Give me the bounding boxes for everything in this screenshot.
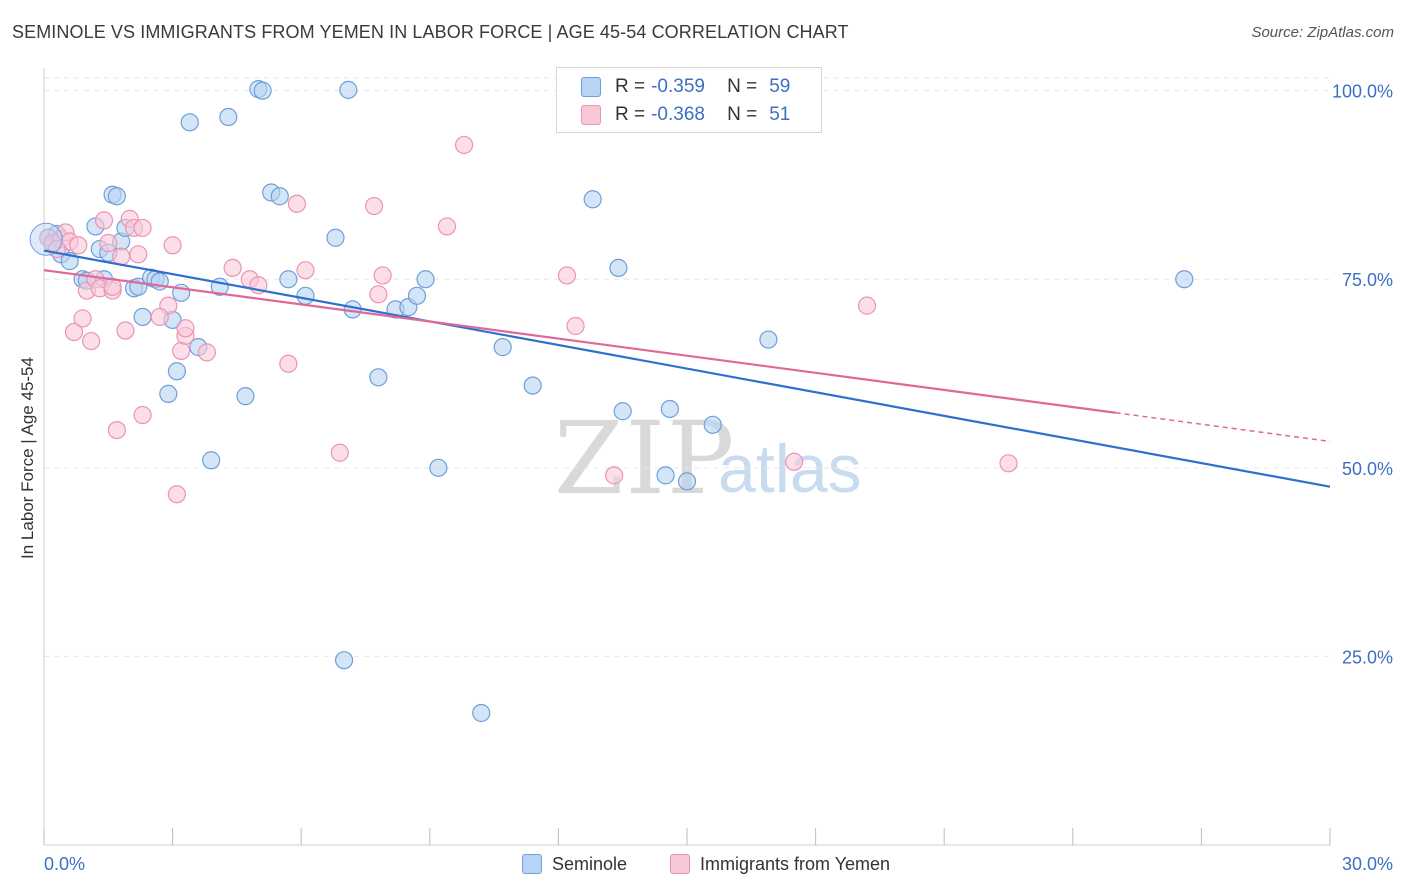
seminole-point xyxy=(180,113,199,132)
seminole-point xyxy=(334,651,354,670)
seminole-point xyxy=(279,270,298,289)
yemen-trendline-extension xyxy=(1115,412,1331,443)
yemen-point xyxy=(133,218,152,238)
seminole-point xyxy=(416,270,435,289)
seminole-point xyxy=(656,466,675,485)
seminole-point xyxy=(660,399,679,419)
yemen-point xyxy=(330,443,349,462)
bottom-legend-seminole: Seminole xyxy=(522,851,627,877)
yemen-point xyxy=(296,261,315,280)
y-tick-label: 25.0% xyxy=(1342,647,1393,667)
yemen-point xyxy=(223,258,242,278)
yemen-legend-swatch xyxy=(670,854,690,874)
yemen-point xyxy=(129,245,148,264)
legend-n-value: 59 xyxy=(769,76,791,97)
legend-row-yemen: R = -0.368 N = 51 xyxy=(581,101,790,129)
seminole-point xyxy=(472,703,491,723)
legend-row-seminole: R = -0.359 N = 59 xyxy=(581,73,790,101)
yemen-point xyxy=(69,236,88,255)
yemen-point xyxy=(785,452,804,471)
seminole-point xyxy=(167,362,186,381)
yemen-point xyxy=(197,343,216,362)
seminole-point xyxy=(202,451,221,470)
source-label: Source: ZipAtlas.com xyxy=(1251,24,1394,41)
yemen-point xyxy=(279,354,298,373)
yemen-point xyxy=(73,309,92,328)
seminole-point xyxy=(609,258,628,278)
seminole-point xyxy=(29,222,63,256)
y-tick-label: 100.0% xyxy=(1332,82,1393,102)
seminole-point xyxy=(407,286,427,305)
legend-r-value: -0.368 xyxy=(651,104,705,125)
yemen-trendline xyxy=(43,269,1116,414)
legend-n-value: 51 xyxy=(769,104,791,125)
yemen-point xyxy=(150,307,169,327)
yemen-point xyxy=(857,296,877,315)
seminole-point xyxy=(613,402,632,421)
seminole-point xyxy=(369,368,388,387)
yemen-point xyxy=(176,319,195,338)
yemen-point xyxy=(373,266,392,285)
yemen-point xyxy=(287,194,307,213)
yemen-point xyxy=(437,217,457,236)
yemen-point xyxy=(167,485,186,504)
seminole-point xyxy=(429,458,448,477)
chart-title: SEMINOLE VS IMMIGRANTS FROM YEMEN IN LAB… xyxy=(12,22,849,42)
yemen-point xyxy=(107,420,126,440)
yemen-point xyxy=(133,405,152,425)
yemen-point xyxy=(163,236,182,255)
y-tick-label: 50.0% xyxy=(1342,459,1393,479)
yemen-point xyxy=(364,196,384,216)
seminole-point xyxy=(759,330,778,349)
bottom-legend-yemen: Immigrants from Yemen xyxy=(670,851,890,877)
seminole-point xyxy=(219,107,238,127)
seminole-point xyxy=(270,187,289,206)
yemen-swatch xyxy=(581,105,601,125)
yemen-point xyxy=(566,316,585,336)
seminole-point xyxy=(296,286,315,305)
yemen-point xyxy=(116,321,135,340)
yemen-legend-label: Immigrants from Yemen xyxy=(700,853,891,874)
legend-n-label: N = xyxy=(727,76,758,97)
legend-r-value: -0.359 xyxy=(651,76,705,97)
seminole-point xyxy=(159,384,178,403)
y-tick-label: 75.0% xyxy=(1342,270,1393,290)
seminole-point xyxy=(677,472,697,491)
seminole-swatch xyxy=(581,77,601,97)
x-tick-label: 30.0% xyxy=(1342,854,1393,874)
legend-r-label: R = xyxy=(615,104,646,125)
yemen-point xyxy=(82,331,101,351)
seminole-legend-swatch xyxy=(522,854,542,874)
x-tick-label: 0.0% xyxy=(44,854,85,874)
yemen-point xyxy=(64,322,84,342)
legend-r-label: R = xyxy=(615,76,646,97)
seminole-point xyxy=(326,228,345,247)
seminole-point xyxy=(253,81,272,100)
seminole-point xyxy=(493,338,512,357)
seminole-trendline xyxy=(43,249,1331,488)
seminole-point xyxy=(339,80,358,99)
seminole-point xyxy=(236,387,255,406)
yemen-point xyxy=(94,211,114,230)
yemen-point xyxy=(557,266,577,285)
yemen-point xyxy=(369,285,388,304)
yemen-point xyxy=(999,454,1018,473)
seminole-legend-label: Seminole xyxy=(552,853,628,874)
yemen-point xyxy=(454,135,474,155)
yemen-point xyxy=(99,233,118,253)
seminole-point xyxy=(523,376,542,395)
seminole-point xyxy=(133,307,152,327)
seminole-point xyxy=(703,415,722,434)
seminole-point xyxy=(583,190,602,209)
yemen-point xyxy=(172,341,191,360)
yemen-point xyxy=(605,466,624,485)
legend-n-label: N = xyxy=(727,104,758,125)
watermark-zip: ZIP xyxy=(554,400,737,517)
seminole-point xyxy=(1175,270,1194,289)
stats-legend: R = -0.359 N = 59 R = -0.368 N = 51 xyxy=(556,67,822,133)
seminole-point xyxy=(107,187,126,206)
